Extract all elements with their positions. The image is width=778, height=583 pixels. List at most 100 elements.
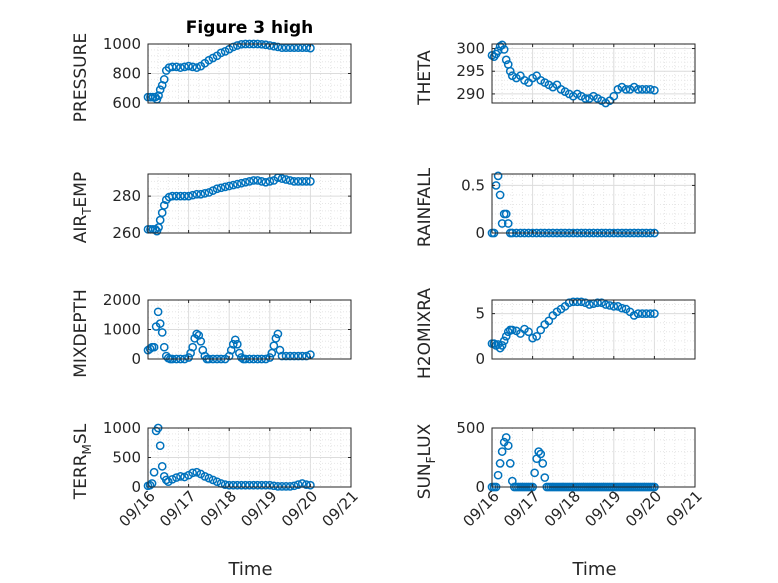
data-point bbox=[285, 482, 295, 491]
data-point bbox=[188, 62, 198, 72]
data-point bbox=[281, 351, 291, 361]
x-tick-label: 09/17 bbox=[156, 487, 199, 530]
panel-pressure: 600 800 1000 PRESSURE Figure 3 high bbox=[71, 18, 352, 122]
x-tick-label: 09/18 bbox=[197, 487, 240, 530]
data-point bbox=[505, 66, 515, 76]
data-point bbox=[249, 176, 258, 185]
y-tick-label: 0 bbox=[475, 478, 485, 496]
data-point bbox=[597, 298, 606, 308]
data-point bbox=[241, 480, 250, 490]
data-point bbox=[493, 470, 503, 480]
data-point bbox=[493, 46, 503, 56]
data-point bbox=[161, 475, 171, 485]
y-axis-label: RAINFALL bbox=[415, 167, 435, 247]
axes-box bbox=[491, 299, 696, 360]
data-point bbox=[153, 307, 163, 317]
data-point bbox=[232, 179, 242, 189]
y-tick-label: 290 bbox=[456, 85, 485, 103]
data-point bbox=[273, 482, 283, 491]
data-point bbox=[154, 91, 163, 100]
chart-title: Figure 3 high bbox=[186, 18, 314, 38]
data-point bbox=[641, 309, 651, 318]
data-point bbox=[196, 336, 206, 346]
data-point bbox=[524, 327, 533, 337]
y-tick-label: 295 bbox=[456, 62, 485, 80]
data-point bbox=[503, 327, 513, 337]
data-point bbox=[200, 189, 210, 198]
y-tick-label: 1000 bbox=[103, 321, 141, 339]
panel-terr_msl: 05001000TERRMSL09/1609/1709/1809/1909/20… bbox=[71, 419, 362, 580]
data-point bbox=[159, 342, 169, 352]
x-tick-label: 09/19 bbox=[237, 487, 280, 530]
data-point bbox=[301, 177, 311, 186]
y-tick-label: 500 bbox=[456, 419, 485, 437]
data-point bbox=[265, 177, 275, 186]
data-point bbox=[145, 480, 155, 490]
data-point bbox=[237, 178, 246, 188]
data-point bbox=[253, 480, 262, 490]
data-point bbox=[180, 472, 189, 482]
x-tick-label: 09/17 bbox=[500, 487, 543, 530]
data-point bbox=[224, 181, 234, 191]
y-axis-label: TERRMSL bbox=[71, 423, 94, 500]
y-tick-label: 600 bbox=[112, 94, 141, 112]
data-point bbox=[293, 480, 303, 489]
data-point bbox=[157, 462, 167, 471]
data-point bbox=[212, 477, 222, 487]
data-point bbox=[220, 182, 230, 192]
data-point bbox=[172, 473, 181, 482]
data-point bbox=[273, 329, 283, 339]
axes-box bbox=[491, 427, 696, 488]
data-point bbox=[645, 85, 655, 94]
panel-mixdepth: 0 1000 2000 MIXDEPTH bbox=[71, 289, 352, 378]
data-point bbox=[271, 334, 281, 343]
data-point bbox=[204, 188, 214, 197]
panel-sun_flux: 0500SUNFLUX09/1609/1709/1809/1909/2009/2… bbox=[415, 419, 706, 580]
data-point bbox=[159, 75, 169, 84]
data-point bbox=[172, 191, 181, 201]
y-axis-label: PRESSURE bbox=[71, 33, 91, 122]
data-point bbox=[228, 180, 238, 190]
y-tick-label: 800 bbox=[112, 65, 141, 83]
data-point bbox=[176, 472, 185, 481]
data-point bbox=[501, 433, 511, 442]
data-point bbox=[196, 189, 206, 199]
data-point bbox=[528, 333, 537, 343]
data-point bbox=[184, 353, 193, 362]
x-tick-label: 09/20 bbox=[278, 487, 321, 530]
data-point bbox=[637, 309, 647, 318]
data-point bbox=[297, 351, 307, 361]
data-point bbox=[184, 61, 193, 71]
data-point bbox=[306, 480, 315, 490]
y-axis-label: MIXDEPTH bbox=[71, 289, 91, 378]
data-point bbox=[581, 298, 590, 308]
data-point bbox=[168, 191, 177, 201]
data-point bbox=[633, 85, 643, 94]
data-point bbox=[503, 219, 513, 228]
data-point bbox=[538, 459, 548, 468]
data-point bbox=[633, 309, 643, 318]
data-point bbox=[188, 468, 198, 478]
data-point bbox=[245, 480, 254, 490]
data-point bbox=[145, 344, 155, 354]
plot-area bbox=[492, 428, 695, 487]
y-tick-label: 0 bbox=[131, 350, 141, 368]
data-point bbox=[568, 297, 578, 307]
data-point bbox=[224, 480, 234, 490]
data-point bbox=[650, 309, 659, 318]
data-point bbox=[536, 449, 546, 459]
data-point bbox=[645, 309, 655, 318]
data-point bbox=[277, 482, 287, 491]
data-point bbox=[544, 316, 554, 326]
data-point bbox=[289, 351, 299, 361]
data-point bbox=[532, 331, 542, 341]
data-point bbox=[208, 186, 218, 195]
panel-air_temp: 260 280 AIRTEMP bbox=[71, 172, 352, 243]
data-point bbox=[277, 174, 287, 183]
y-tick-label: 0 bbox=[475, 224, 485, 242]
data-point bbox=[265, 480, 275, 490]
data-point bbox=[629, 311, 639, 320]
data-point bbox=[536, 325, 546, 335]
data-point bbox=[149, 467, 159, 477]
data-point bbox=[192, 467, 202, 477]
